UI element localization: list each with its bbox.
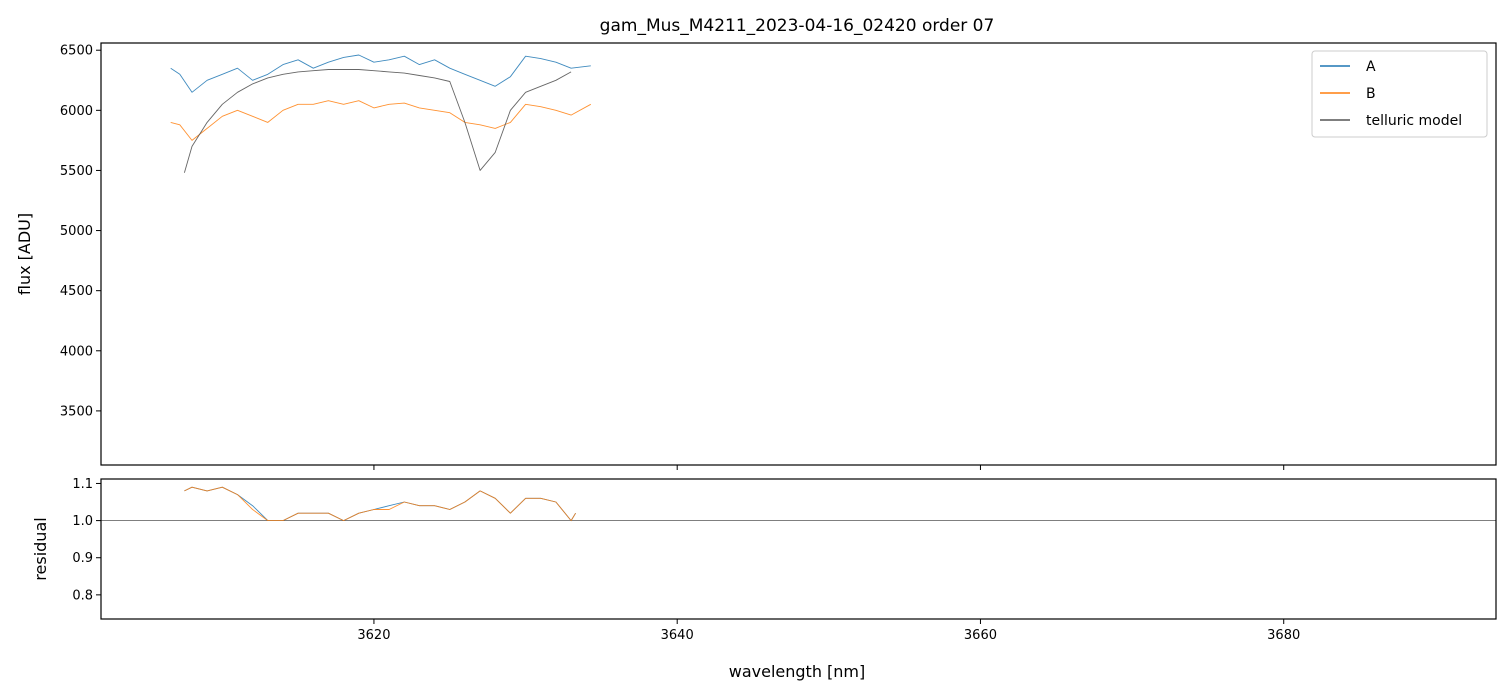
- residual-y-tick-label: 1.0: [72, 514, 93, 529]
- residual-x-tick-label: 3660: [964, 628, 997, 643]
- flux-x-ticks: [373, 465, 1285, 470]
- flux-series-telluric-model: [183, 69, 572, 173]
- flux-y-tick-label: 4500: [60, 284, 93, 299]
- chart-title: gam_Mus_M4211_2023-04-16_02420 order 07: [600, 16, 995, 36]
- flux-series-b: [170, 100, 592, 141]
- residual-y-tick-label: 0.9: [72, 551, 93, 566]
- flux-axes-frame: [100, 42, 1497, 466]
- flux-y-tick-label: 5500: [60, 164, 93, 179]
- residual-plot-area: [101, 486, 1496, 522]
- legend-box: [1311, 50, 1488, 138]
- residual-x-tick-label: 3680: [1267, 628, 1300, 643]
- legend-label-telluric-model: telluric model: [1366, 113, 1462, 129]
- residual-y-tick-label: 1.1: [72, 477, 93, 492]
- residual-axes-frame: [100, 478, 1497, 620]
- residual-x-tick-label: 3620: [357, 628, 390, 643]
- flux-y-tick-label: 6000: [60, 104, 93, 119]
- flux-y-ticks: 3500 4000 4500 5000 5500 6000 6500: [60, 44, 101, 419]
- x-axis-label: wavelength [nm]: [729, 662, 866, 681]
- residual-y-ticks: 0.8 0.9 1.0 1.1: [72, 477, 101, 603]
- residual-x-ticks: 3620 3640 3660 3680: [357, 619, 1300, 643]
- flux-plot-area: [170, 54, 592, 173]
- legend-label-a: A: [1366, 59, 1376, 75]
- residual-y-tick-label: 0.8: [72, 588, 93, 603]
- residual-panel: 0.8 0.9 1.0 1.1 3620 3640 3660 3680 residual w…: [31, 477, 1497, 681]
- flux-y-tick-label: 5000: [60, 224, 93, 239]
- flux-y-tick-label: 4000: [60, 344, 93, 359]
- residual-y-axis-label: residual: [31, 517, 50, 580]
- residual-series-b: [184, 486, 576, 522]
- flux-y-tick-label: 6500: [60, 44, 93, 59]
- flux-y-axis-label: flux [ADU]: [15, 213, 34, 295]
- flux-series-a: [170, 54, 591, 93]
- flux-y-tick-label: 3500: [60, 404, 93, 419]
- residual-x-tick-label: 3640: [661, 628, 694, 643]
- legend-label-b: B: [1366, 86, 1376, 102]
